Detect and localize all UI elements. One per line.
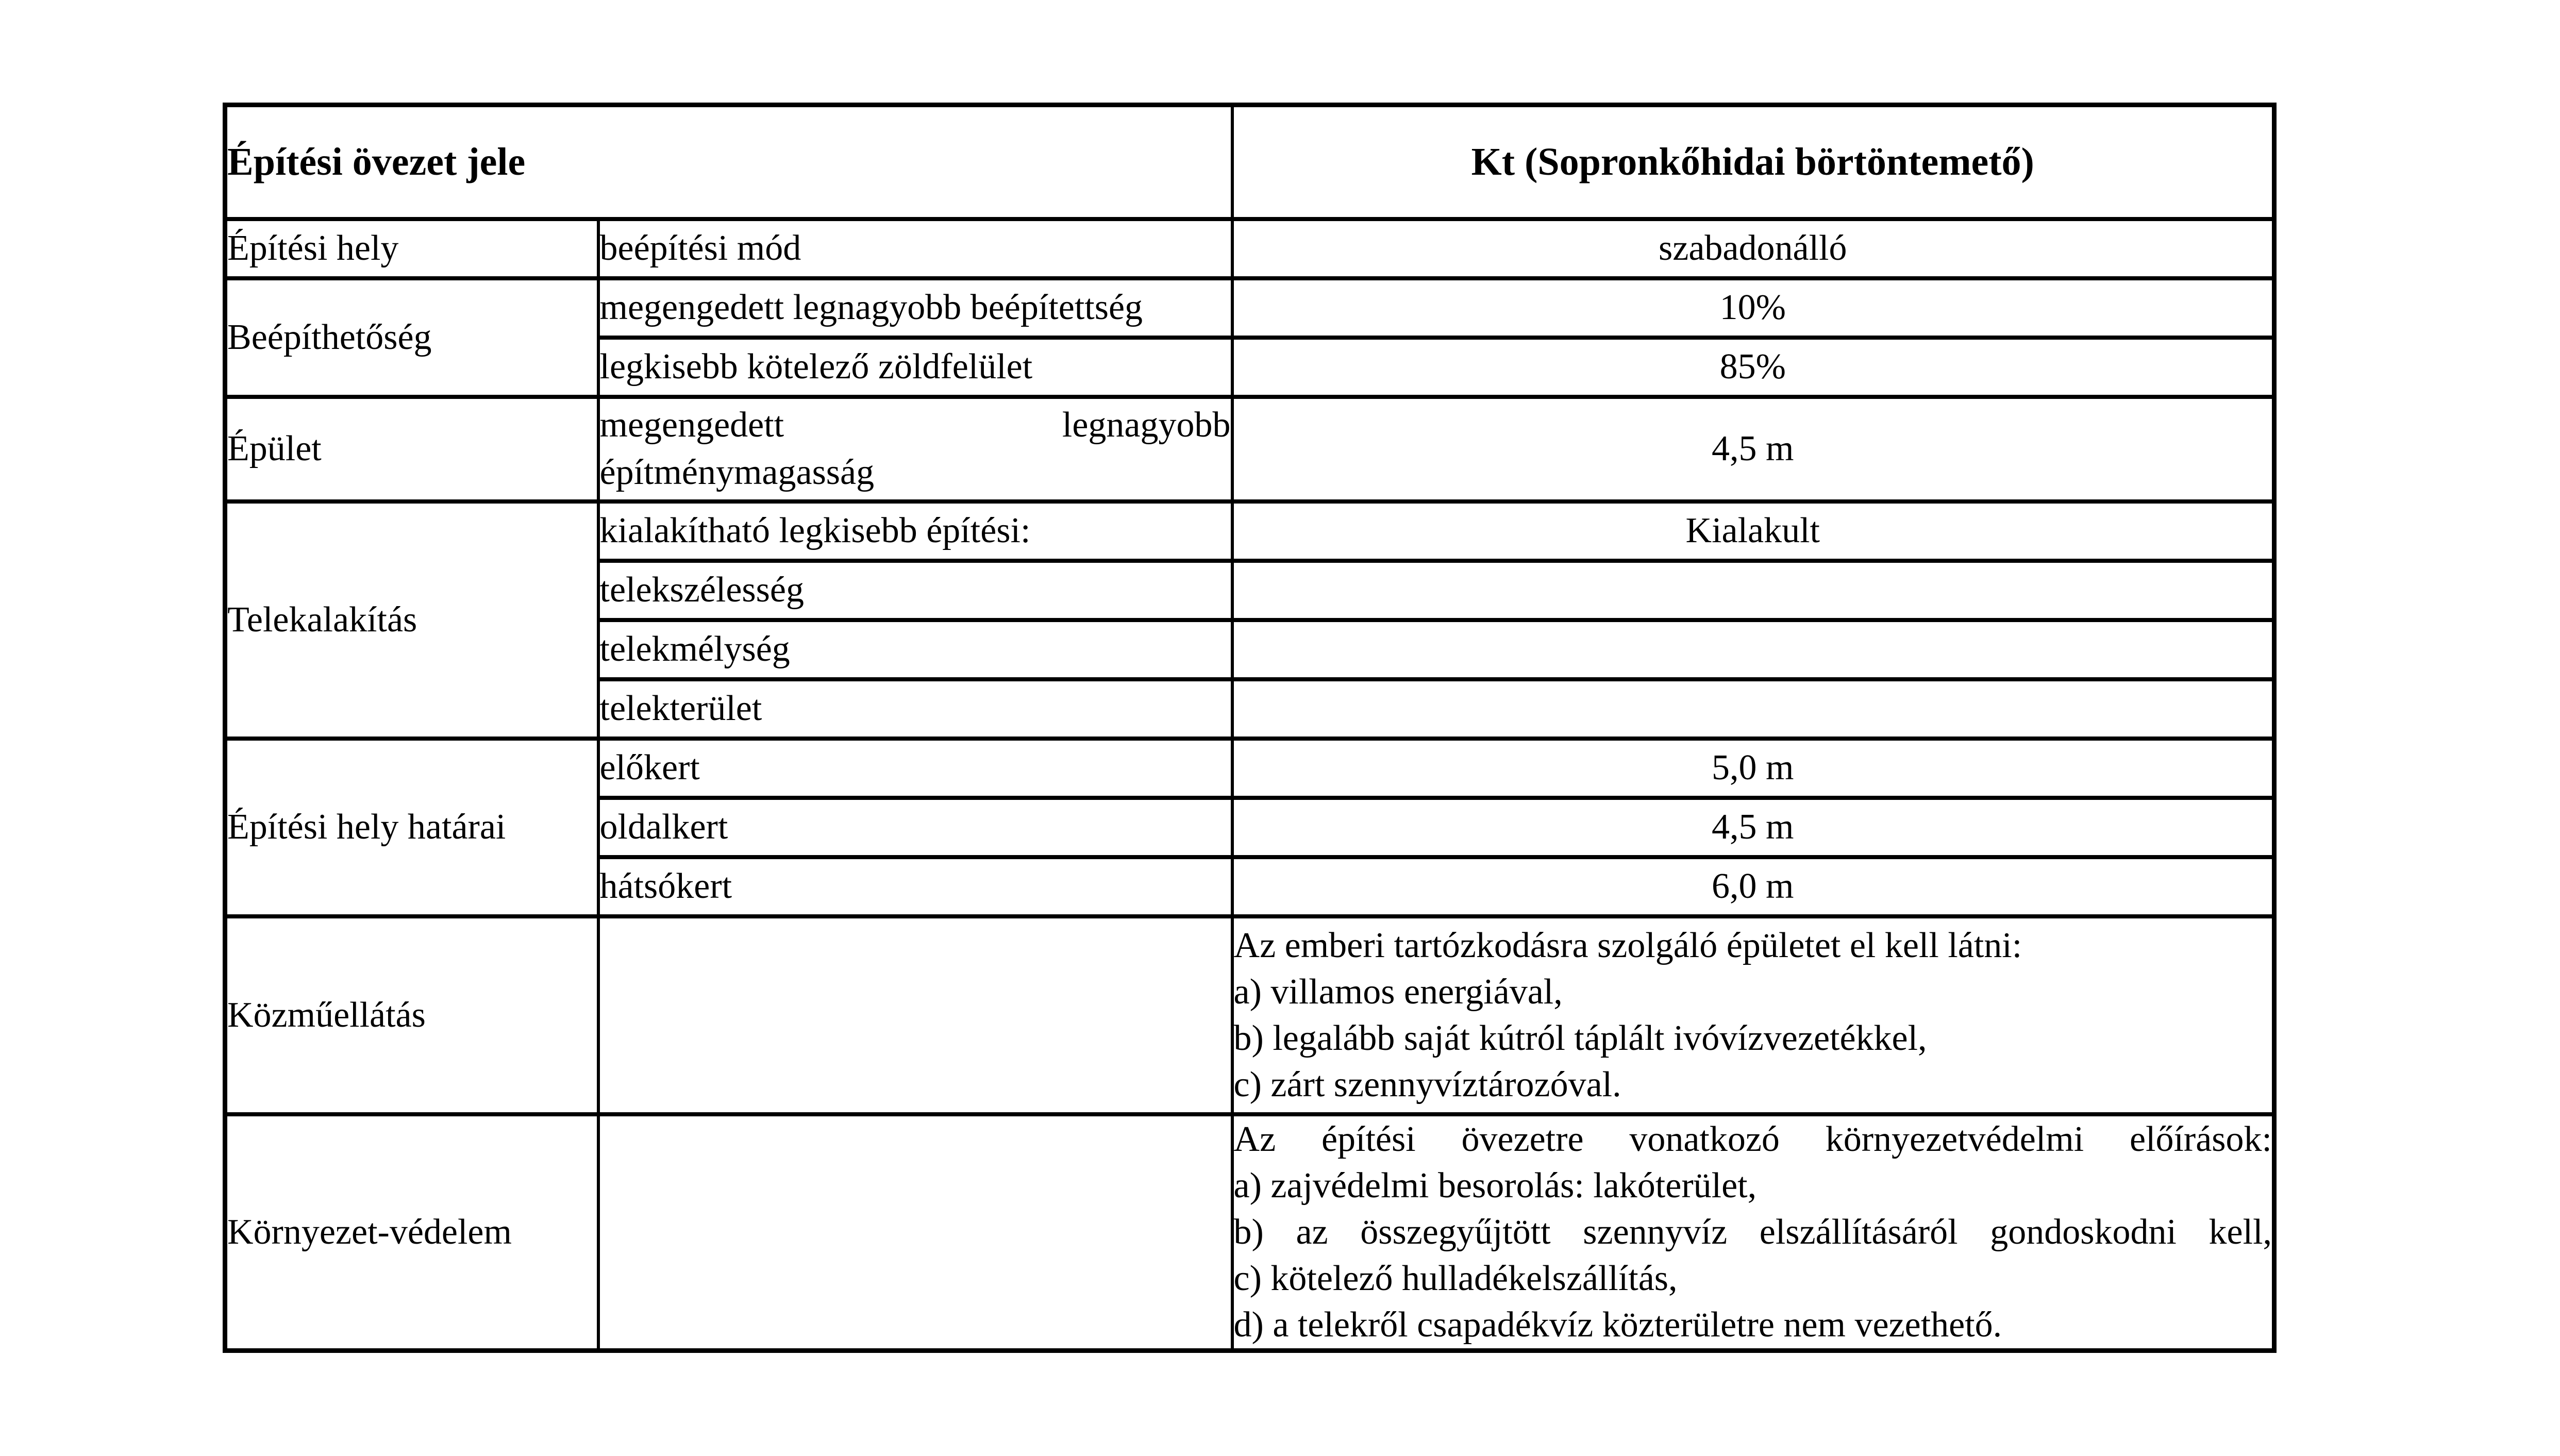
- text-line: b) legalább saját kútról táplált ivóvízv…: [1233, 1018, 1927, 1058]
- table-row: legkisebb kötelező zöldfelület 85%: [225, 335, 2276, 399]
- value-cell-beepitesi-mod: szabadonálló: [1230, 216, 2276, 280]
- text-line: a) zajvédelmi besorolás: lakóterület,: [1233, 1165, 1757, 1206]
- table-row: oldalkert 4,5 m: [225, 795, 2276, 859]
- group-cell-kozmuellatas: Közműellátás: [223, 914, 600, 1116]
- param-cell-zoldfelulet: legkisebb kötelező zöldfelület: [596, 335, 1234, 399]
- header-zone-label-cell: Építési övezet jele: [223, 103, 1234, 221]
- value-cell-megengedett-beepitettseg: 10%: [1230, 276, 2276, 340]
- param-cell-telekmelyseg: telekmélység: [596, 617, 1234, 681]
- table-row: telekmélység: [225, 617, 2276, 681]
- group-cell-epulet: Épület: [223, 394, 600, 504]
- group-cell-beepithetoseg: Beépíthetőség: [223, 276, 600, 399]
- table-row: telekszélesség: [225, 558, 2276, 622]
- value-cell-oldalkert: 4,5 m: [1230, 795, 2276, 859]
- table-row: Építési hely beépítési mód szabadonálló: [223, 216, 2276, 280]
- param-cell-oldalkert: oldalkert: [596, 795, 1234, 859]
- text-line: Az emberi tartózkodásra szolgáló épülete…: [1233, 925, 2022, 965]
- param-cell-elokert: előkert: [596, 736, 1234, 800]
- text-line: megengedett legnagyobb: [599, 405, 1231, 445]
- value-cell-telekmelyseg-empty: [1230, 617, 2276, 681]
- value-cell-telekterulet-empty: [1230, 677, 2276, 741]
- value-cell-zoldfelulet: 85%: [1230, 335, 2276, 399]
- table-row: hátsókert 6,0 m: [225, 855, 2276, 918]
- header-zone-value-cell: Kt (Sopronkőhidai börtöntemető): [1230, 103, 2276, 221]
- group-cell-epitesi-hely-hatarai: Építési hely határai: [223, 736, 600, 918]
- group-cell-epitesi-hely: Építési hely: [223, 216, 600, 280]
- param-cell-kornyezetvedelem-empty: [596, 1112, 1234, 1352]
- text-line: Az építési övezetre vonatkozó környezetv…: [1233, 1119, 2272, 1159]
- value-cell-elokert: 5,0 m: [1230, 736, 2276, 800]
- value-cell-telekszelesseg-empty: [1230, 558, 2276, 622]
- building-zone-regulation-table: Építési övezet jele Kt (Sopronkőhidai bö…: [223, 103, 2277, 1353]
- table-row: Telekalakítás kialakítható legkisebb épí…: [223, 499, 2276, 741]
- param-cell-kozmuellatas-empty: [596, 914, 1234, 1116]
- value-cell-hatsokert: 6,0 m: [1230, 855, 2276, 918]
- param-cell-epitmenymagassag: megengedett legnagyobb építménymagasság: [596, 394, 1234, 504]
- table-row: telekterület: [225, 677, 2276, 741]
- param-cell-telekterulet: telekterület: [596, 677, 1234, 741]
- table-row: Közműellátás Az emberi tartózkodásra szo…: [223, 914, 2276, 1116]
- param-cell-kialakithato: kialakítható legkisebb építési:: [596, 499, 1234, 563]
- value-cell-kornyezetvedelem-text: Az építési övezetre vonatkozó környezetv…: [1230, 1112, 2276, 1352]
- value-cell-kozmuellatas-text: Az emberi tartózkodásra szolgáló épülete…: [1230, 914, 2276, 1116]
- table-row: Környezet-védelem Az építési övezetre vo…: [223, 1112, 2276, 1352]
- group-cell-kornyezetvedelem: Környezet-védelem: [223, 1112, 600, 1352]
- param-cell-hatsokert: hátsókert: [596, 855, 1234, 918]
- param-cell-telekszelesseg: telekszélesség: [596, 558, 1234, 622]
- table-row: Építési övezet jele Kt (Sopronkőhidai bö…: [223, 103, 2276, 221]
- table-row: Építési hely határai előkert 5,0 m: [223, 736, 2276, 918]
- param-cell-megengedett-beepitettseg: megengedett legnagyobb beépítettség: [596, 276, 1234, 340]
- text-line: d) a telekről csapadékvíz közterületre n…: [1233, 1304, 2002, 1345]
- table-row: Beépíthetőség megengedett legnagyobb beé…: [223, 276, 2276, 399]
- value-cell-kialakithato: Kialakult: [1230, 499, 2276, 563]
- table-row: Épület megengedett legnagyobb építménymag…: [223, 394, 2276, 504]
- value-cell-epitmenymagassag: 4,5 m: [1230, 394, 2276, 504]
- param-cell-beepitesi-mod: beépítési mód: [596, 216, 1234, 280]
- text-line: építménymagasság: [599, 453, 875, 492]
- text-line: c) kötelező hulladékelszállítás,: [1233, 1258, 1678, 1298]
- text-line: c) zárt szennyvíztározóval.: [1233, 1064, 1621, 1104]
- group-cell-telekalakitas: Telekalakítás: [223, 499, 600, 741]
- text-line: a) villamos energiával,: [1233, 972, 1563, 1012]
- text-line: b) az összegyűjtött szennyvíz elszállítá…: [1233, 1212, 2272, 1252]
